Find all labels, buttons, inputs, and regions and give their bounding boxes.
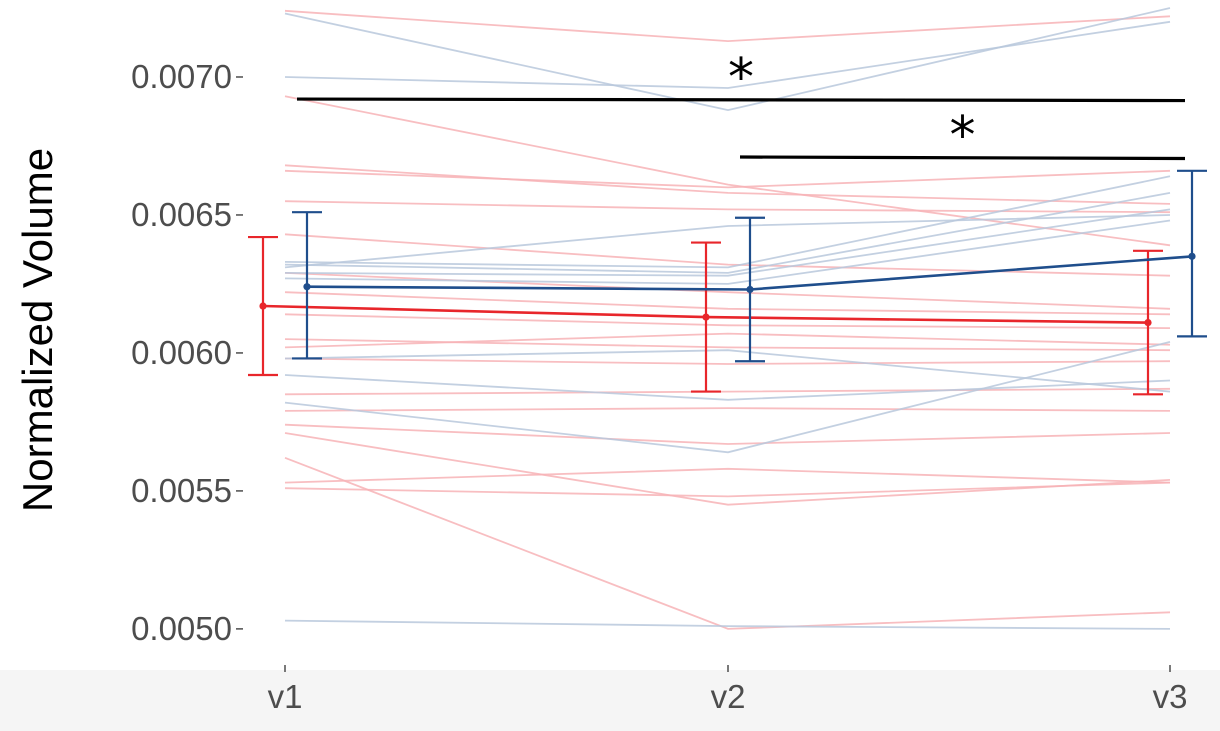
individual-lines (284, 7, 1171, 630)
individual-line-red (284, 432, 1171, 506)
individual-line-red (284, 407, 1171, 412)
mean-point-blue (303, 283, 311, 291)
individual-line-blue (284, 20, 1171, 89)
individual-line-red (284, 9, 1171, 43)
individual-line-red (284, 169, 1171, 189)
significance-star: * (728, 48, 754, 108)
individual-line-red (284, 164, 1171, 205)
axes: 0.0050 0.0055 0.0060 0.0065 0.0070 v1 v2 v3 (131, 58, 1187, 715)
individual-line-red (284, 233, 1171, 277)
significance-line (296, 97, 1186, 103)
x-tick-label: v3 (1153, 678, 1188, 715)
individual-line-red (284, 272, 1171, 310)
y-tick-label: 0.0065 (131, 196, 232, 233)
individual-line-blue (284, 214, 1171, 269)
bottom-band (0, 670, 1220, 731)
individual-line-blue (284, 175, 1171, 269)
y-tick-label: 0.0050 (131, 610, 232, 647)
individual-line-blue (284, 341, 1171, 454)
individual-line-blue (284, 192, 1171, 274)
individual-line-red (284, 423, 1171, 445)
mean-point-red (702, 313, 710, 321)
individual-line-red (284, 338, 1171, 352)
mean-point-blue (746, 285, 754, 294)
individual-line-red (284, 200, 1171, 214)
individual-line-blue (284, 374, 1171, 401)
individual-line-red (284, 95, 1171, 247)
x-tick-label: v2 (711, 678, 746, 715)
significance-line (739, 155, 1186, 161)
individual-line-red (284, 332, 1171, 349)
individual-line-blue (284, 219, 1171, 285)
mean-series (248, 169, 1207, 396)
individual-line-red (284, 456, 1171, 630)
individual-line-blue (284, 208, 1171, 277)
individual-line-blue (284, 619, 1171, 630)
individual-line-red (284, 387, 1171, 396)
x-tick-label: v1 (268, 678, 303, 715)
y-tick-label: 0.0060 (131, 334, 232, 371)
y-tick-label: 0.0055 (131, 472, 232, 509)
individual-line-red (284, 357, 1171, 365)
mean-point-red (1144, 318, 1152, 327)
mean-point-blue (1188, 252, 1196, 260)
individual-line-blue (284, 7, 1171, 112)
y-tick-label: 0.0070 (131, 58, 232, 95)
y-axis-title: Normalized Volume (14, 148, 61, 512)
individual-line-red (284, 291, 1171, 316)
individual-line-red (284, 481, 1171, 498)
mean-point-red (259, 302, 267, 310)
significance-star: * (950, 106, 976, 166)
individual-line-blue (284, 349, 1171, 393)
significance-annotations: ** (296, 48, 1186, 166)
individual-line-red (284, 467, 1171, 484)
individual-line-red (284, 313, 1171, 329)
